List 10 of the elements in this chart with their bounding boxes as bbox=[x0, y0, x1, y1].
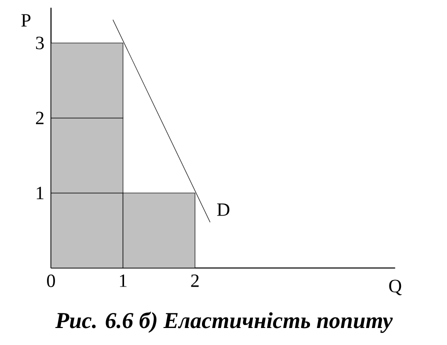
x-tick-label: 2 bbox=[191, 274, 199, 287]
y-axis-title: P bbox=[21, 14, 30, 26]
y-tick-label: 1 bbox=[36, 186, 44, 200]
x-axis-title: Q bbox=[389, 280, 402, 296]
y-tick-label: 3 bbox=[36, 36, 44, 50]
x-tick-label: 0 bbox=[47, 274, 55, 288]
y-tick-label: 2 bbox=[36, 112, 44, 124]
text: Рис. 6.6 б) Еластичність попиту bbox=[55, 312, 393, 333]
x-tick-label: 1 bbox=[120, 274, 127, 287]
series-label: D bbox=[217, 203, 230, 216]
